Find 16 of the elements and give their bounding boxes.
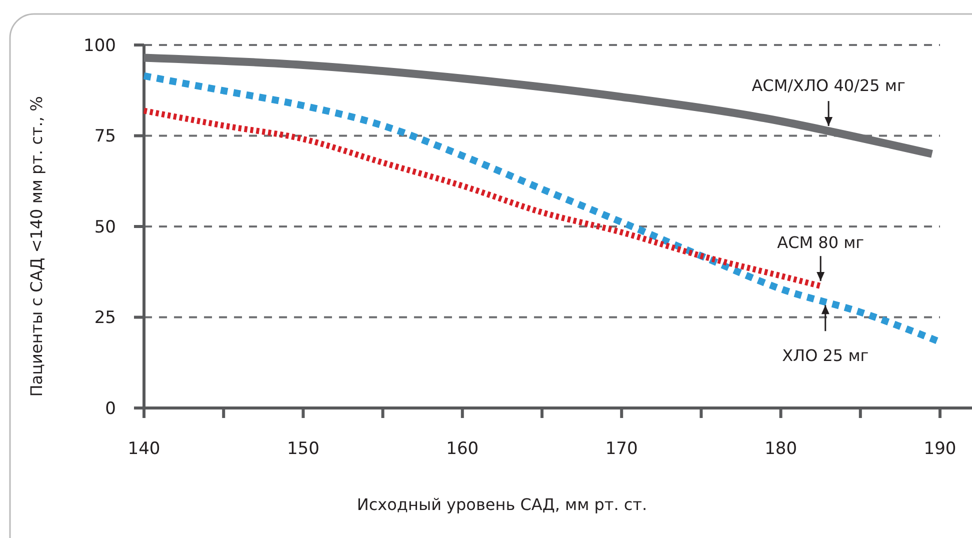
- x-tick-label: 180: [764, 439, 798, 459]
- y-tick-label: 25: [94, 308, 116, 328]
- y-tick-label: 50: [94, 217, 116, 238]
- y-tick-label: 100: [84, 36, 116, 56]
- annotation: ХЛО 25 мг: [782, 346, 869, 366]
- y-tick-label: 75: [94, 126, 116, 147]
- x-tick-label: 150: [286, 439, 320, 459]
- annotation: АСМ 80 мг: [777, 233, 864, 252]
- x-tick-label: 160: [446, 439, 479, 459]
- x-tick-label: 170: [605, 439, 638, 459]
- y-axis-title: Пациенты с САД <140 мм рт. ст., %: [27, 96, 46, 397]
- x-tick-label: 140: [128, 439, 160, 459]
- x-axis-title: Исходный уровень САД, мм рт. ст.: [356, 495, 648, 514]
- annotation: АСМ/ХЛО 40/25 мг: [752, 76, 906, 96]
- x-tick-label: 190: [924, 439, 956, 459]
- y-tick-label: 0: [105, 398, 116, 419]
